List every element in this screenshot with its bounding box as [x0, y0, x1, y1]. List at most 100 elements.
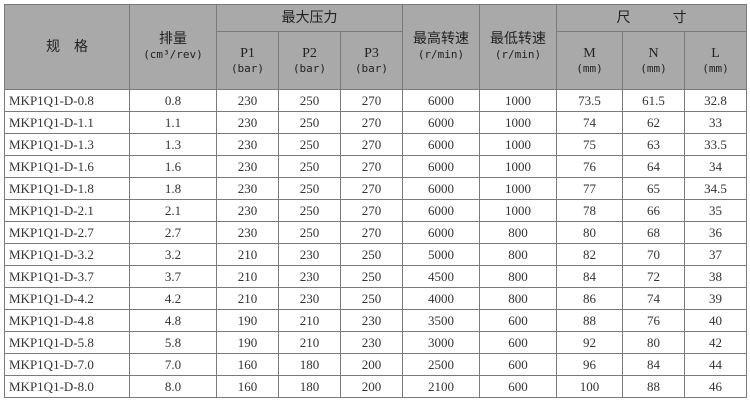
value-cell: 1000 — [479, 89, 557, 112]
table-row: MKP1Q1-D-8.0 8.0 160 180 200 2100 600 100 88 46 — [4, 375, 748, 398]
value-cell: 1000 — [479, 199, 557, 222]
value-cell: 250 — [278, 177, 341, 200]
value-cell: 250 — [340, 287, 403, 310]
value-cell: 230 — [216, 199, 279, 222]
value-cell: 230 — [278, 287, 341, 310]
model-cell: MKP1Q1-D-8.0 — [4, 375, 130, 398]
value-cell: 72 — [622, 265, 685, 288]
value-cell: 180 — [278, 353, 341, 376]
value-cell: 7.0 — [129, 353, 217, 376]
value-cell: 210 — [278, 309, 341, 332]
value-cell: 35 — [683, 199, 748, 222]
value-cell: 250 — [278, 89, 341, 112]
value-cell: 230 — [216, 155, 279, 178]
value-cell: 600 — [479, 331, 557, 354]
model-cell: MKP1Q1-D-1.1 — [4, 111, 130, 134]
value-cell: 1.1 — [129, 111, 217, 134]
value-cell: 2100 — [402, 375, 480, 398]
value-cell: 3.2 — [129, 243, 217, 266]
header-l: L (mm) — [683, 31, 748, 90]
value-cell: 77 — [556, 177, 623, 200]
value-cell: 38 — [683, 265, 748, 288]
value-cell: 230 — [216, 221, 279, 244]
value-cell: 6000 — [402, 111, 480, 134]
value-cell: 6000 — [402, 199, 480, 222]
value-cell: 230 — [216, 111, 279, 134]
table-row: MKP1Q1-D-5.8 5.8 190 210 230 3000 600 92 80 42 — [4, 331, 748, 354]
value-cell: 76 — [556, 155, 623, 178]
value-cell: 75 — [556, 133, 623, 156]
value-cell: 34 — [683, 155, 748, 178]
value-cell: 600 — [479, 375, 557, 398]
table-row: MKP1Q1-D-1.8 1.8 230 250 270 6000 1000 77 65 34.5 — [4, 177, 748, 200]
m-label: M — [583, 45, 596, 61]
header-p3: P3 (bar) — [340, 31, 403, 90]
unit: (mm) — [702, 61, 729, 75]
table-row: MKP1Q1-D-2.1 2.1 230 250 270 6000 1000 78 66 35 — [4, 199, 748, 222]
value-cell: 250 — [278, 155, 341, 178]
value-cell: 46 — [683, 375, 748, 398]
header-spec-label: 规 格 — [46, 39, 88, 55]
unit: (r/min) — [417, 48, 465, 61]
value-cell: 1000 — [479, 133, 557, 156]
value-cell: 5.8 — [129, 331, 217, 354]
value-cell: 250 — [278, 221, 341, 244]
value-cell: 160 — [216, 353, 279, 376]
unit: (cm³/rev) — [143, 48, 203, 61]
value-cell: 2500 — [402, 353, 480, 376]
value-cell: 4.2 — [129, 287, 217, 310]
value-cell: 65 — [622, 177, 685, 200]
value-cell: 250 — [278, 199, 341, 222]
value-cell: 800 — [479, 287, 557, 310]
value-cell: 6000 — [402, 221, 480, 244]
model-cell: MKP1Q1-D-1.3 — [4, 133, 130, 156]
value-cell: 4.8 — [129, 309, 217, 332]
value-cell: 88 — [556, 309, 623, 332]
value-cell: 2.1 — [129, 199, 217, 222]
value-cell: 1.3 — [129, 133, 217, 156]
value-cell: 80 — [622, 331, 685, 354]
value-cell: 8.0 — [129, 375, 217, 398]
unit: (r/min) — [494, 48, 542, 61]
value-cell: 210 — [216, 265, 279, 288]
table-row: MKP1Q1-D-4.2 4.2 210 230 250 4000 800 86 74 39 — [4, 287, 748, 310]
value-cell: 270 — [340, 199, 403, 222]
value-cell: 4500 — [402, 265, 480, 288]
value-cell: 5000 — [402, 243, 480, 266]
value-cell: 800 — [479, 265, 557, 288]
value-cell: 1.6 — [129, 155, 217, 178]
header-p2: P2 (bar) — [278, 31, 341, 90]
value-cell: 0.8 — [129, 89, 217, 112]
model-cell: MKP1Q1-D-2.7 — [4, 221, 130, 244]
header-p1: P1 (bar) — [216, 31, 279, 90]
value-cell: 74 — [556, 111, 623, 134]
value-cell: 92 — [556, 331, 623, 354]
header-min-speed-label: 最低转速 — [490, 32, 546, 47]
model-cell: MKP1Q1-D-4.2 — [4, 287, 130, 310]
header-spec: 规 格 — [4, 4, 130, 90]
value-cell: 84 — [556, 265, 623, 288]
value-cell: 39 — [683, 287, 748, 310]
spec-table: 规 格 排量 (cm³/rev) 最大压力 最高转速 (r/min) 最低转速 (r/… — [4, 4, 748, 398]
value-cell: 84 — [622, 353, 685, 376]
p2-label: P2 — [302, 45, 317, 61]
model-cell: MKP1Q1-D-5.8 — [4, 331, 130, 354]
value-cell: 82 — [556, 243, 623, 266]
value-cell: 62 — [622, 111, 685, 134]
value-cell: 42 — [683, 331, 748, 354]
header-max-pressure: 最大压力 — [216, 4, 403, 32]
value-cell: 190 — [216, 331, 279, 354]
value-cell: 63 — [622, 133, 685, 156]
value-cell: 44 — [683, 353, 748, 376]
value-cell: 210 — [216, 243, 279, 266]
value-cell: 230 — [278, 265, 341, 288]
value-cell: 210 — [278, 331, 341, 354]
value-cell: 70 — [622, 243, 685, 266]
unit: (bar) — [354, 61, 389, 75]
value-cell: 100 — [556, 375, 623, 398]
table-row: MKP1Q1-D-3.2 3.2 210 230 250 5000 800 82 70 37 — [4, 243, 748, 266]
header-n: N (mm) — [622, 31, 685, 90]
value-cell: 64 — [622, 155, 685, 178]
value-cell: 33.5 — [683, 133, 748, 156]
value-cell: 230 — [340, 331, 403, 354]
